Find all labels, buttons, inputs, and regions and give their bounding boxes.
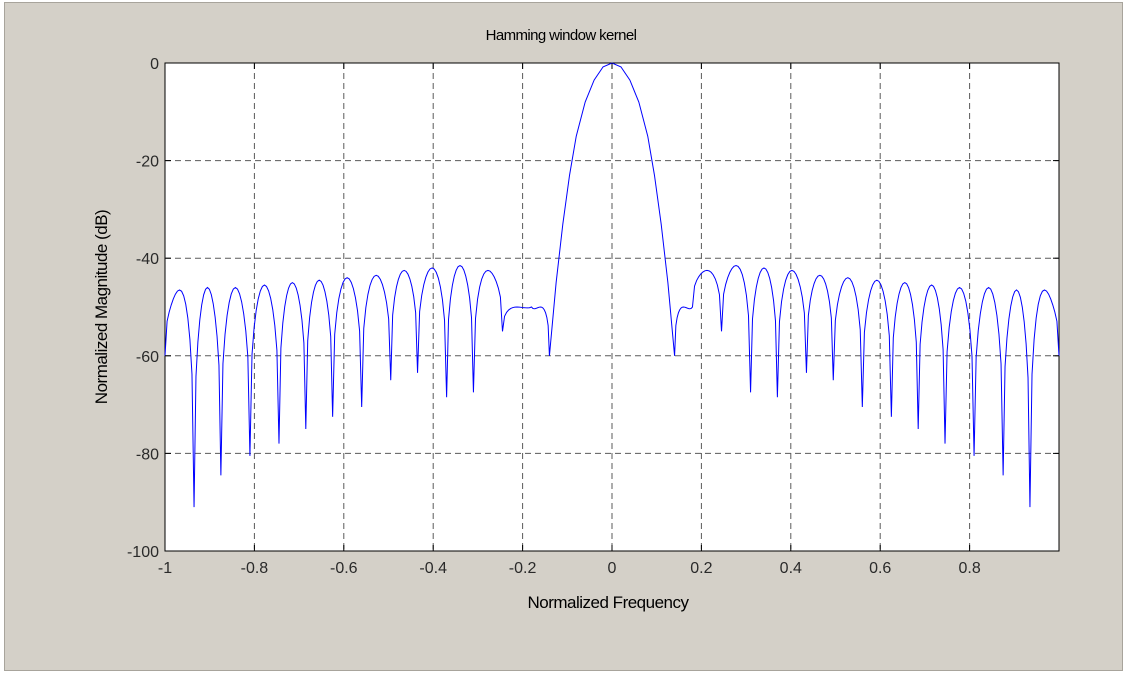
x-ticks: -1 -0.8 -0.6 -0.4 -0.2 0 0.2 0.4 0.6 0.8: [158, 63, 981, 577]
grid: [165, 63, 1059, 551]
x-tick-label: -0.4: [419, 560, 447, 577]
y-tick-label: -40: [136, 251, 159, 268]
y-axis-label: Normalized Magnitude (dB): [92, 210, 111, 404]
x-tick-label: 0.2: [690, 560, 712, 577]
y-tick-label: -20: [136, 154, 159, 171]
chart: -1 -0.8 -0.6 -0.4 -0.2 0 0.2 0.4 0.6 0.8 0-20-40-…: [92, 27, 1060, 612]
x-tick-label: -1: [158, 560, 172, 577]
x-tick-label: 0.4: [780, 560, 802, 577]
y-tick-label: -100: [127, 544, 159, 561]
x-tick-label: 0.8: [958, 560, 980, 577]
x-tick-label: 0.6: [869, 560, 891, 577]
x-tick-label: -0.2: [509, 560, 537, 577]
x-tick-label: -0.6: [330, 560, 358, 577]
y-tick-label: 0: [150, 56, 159, 73]
x-tick-label: -0.8: [241, 560, 269, 577]
y-tick-label: -80: [136, 446, 159, 463]
x-axis-label: Normalized Frequency: [527, 593, 689, 612]
figure-window: -1 -0.8 -0.6 -0.4 -0.2 0 0.2 0.4 0.6 0.8 0 -20 -40-…: [4, 2, 1123, 671]
x-tick-label: 0: [608, 560, 617, 577]
chart-title: Hamming window kernel: [486, 27, 637, 44]
y-ticks: 0 -20 -40 -60 -80 -100: [127, 56, 1059, 561]
y-tick-label: -60: [136, 349, 159, 366]
